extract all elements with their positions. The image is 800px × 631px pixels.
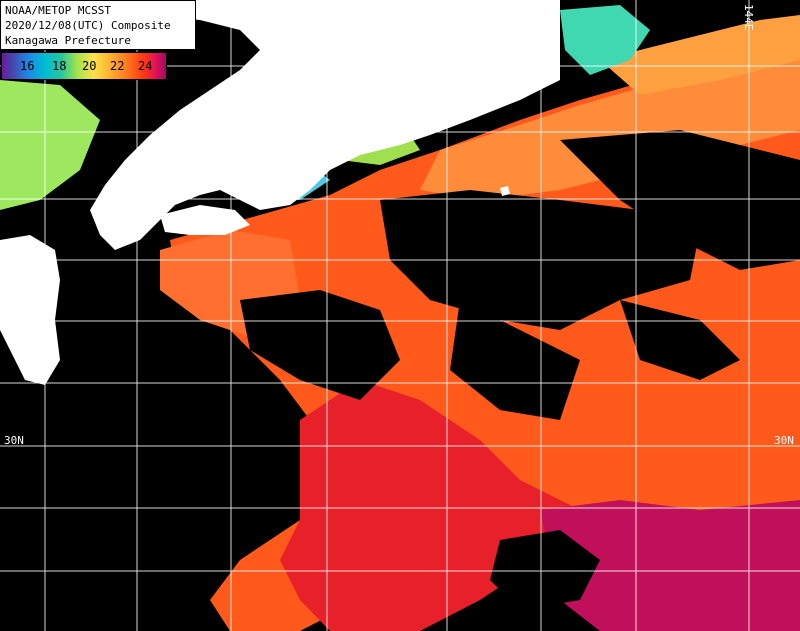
temperature-legend: 16 18 20 22 24: [1, 52, 167, 80]
land-honshu: [90, 0, 560, 250]
title-line-2: 2020/12/08(UTC) Composite: [5, 19, 171, 32]
mild-water-ne: [600, 15, 800, 95]
cool-water-north: [560, 5, 650, 75]
legend-tick-22: 22: [110, 59, 125, 73]
cloud-mask: [0, 130, 800, 631]
hot-water-se: [540, 500, 800, 631]
legend-tick-16: 16: [20, 59, 35, 73]
land-izu-island: [500, 186, 510, 196]
land-shikoku: [160, 205, 250, 235]
legend-tick-20: 20: [82, 59, 97, 73]
mild-water-band: [420, 50, 800, 200]
land-kyushu: [0, 235, 60, 385]
legend-tick-18: 18: [52, 59, 67, 73]
cool-water-west: [0, 80, 100, 210]
map-title-box: NOAA/METOP MCSST 2020/12/08(UTC) Composi…: [0, 0, 196, 50]
lat-label-30n-right: 30N: [774, 434, 794, 447]
lon-label-136e: 136E: [320, 4, 333, 31]
title-line-3: Kanagawa Prefecture: [5, 34, 131, 47]
title-line-1: NOAA/METOP MCSST: [5, 4, 111, 17]
legend-tick-24: 24: [138, 59, 153, 73]
lon-label-144e: 144E: [742, 4, 755, 31]
lat-label-30n-left: 30N: [4, 434, 24, 447]
